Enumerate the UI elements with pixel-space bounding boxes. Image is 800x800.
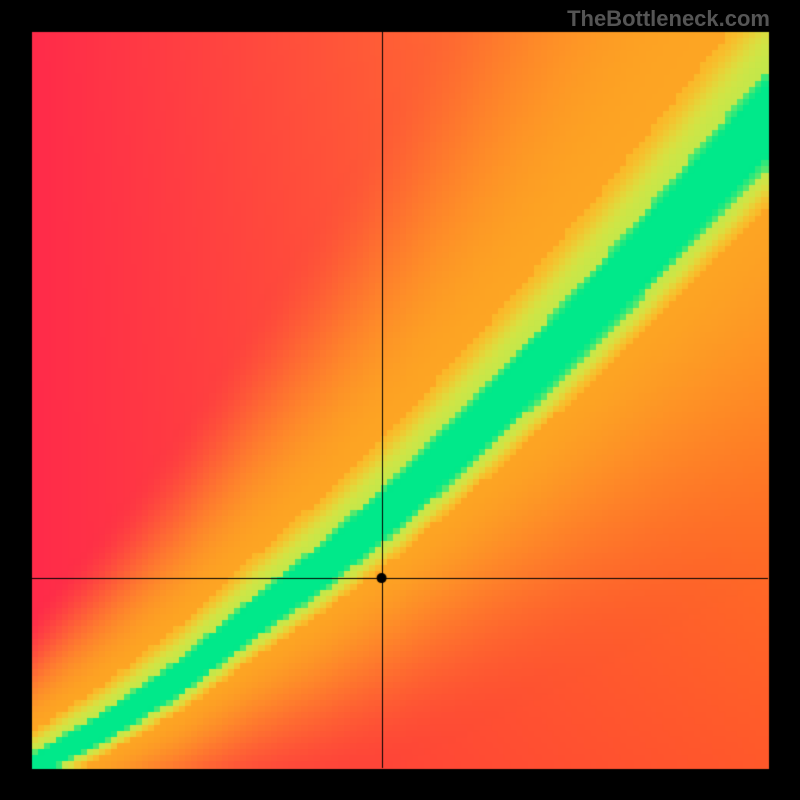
heatmap-canvas bbox=[0, 0, 800, 800]
watermark-text: TheBottleneck.com bbox=[567, 6, 770, 32]
chart-container: TheBottleneck.com bbox=[0, 0, 800, 800]
